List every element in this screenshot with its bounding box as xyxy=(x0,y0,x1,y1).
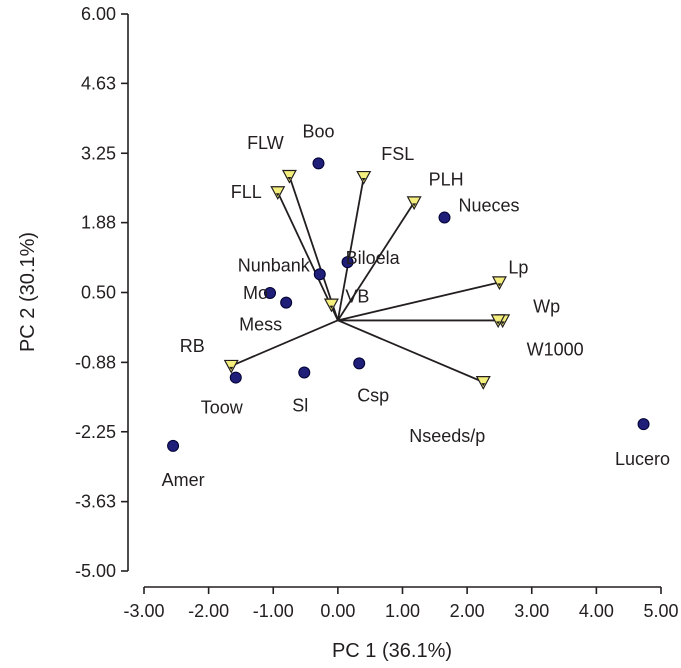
point-label: Boo xyxy=(302,121,334,141)
score-point xyxy=(167,439,180,452)
x-axis-ticks: -3.00 -2.00 -1.00 0.00 1.00 2.00 3.00 4.00 5.00 xyxy=(123,587,679,621)
loading-vector-marker xyxy=(491,276,507,291)
y-tick-label: 1.88 xyxy=(81,213,116,233)
point-label: Lucero xyxy=(615,449,670,469)
loading-vector-marker xyxy=(356,170,372,185)
loading-vector-line xyxy=(337,201,415,321)
y-axis-title: PC 2 (30.1%) xyxy=(17,232,39,352)
y-tick-label: -0.88 xyxy=(75,352,116,372)
point-label: FLL xyxy=(231,182,262,202)
x-tick-label: 5.00 xyxy=(643,601,678,621)
axes xyxy=(127,14,661,588)
x-tick-label: 4.00 xyxy=(579,601,614,621)
score-point xyxy=(264,287,277,300)
x-tick-label: 0.00 xyxy=(320,601,355,621)
point-label: Mo xyxy=(243,283,268,303)
loading-vector-arrowhead xyxy=(329,305,334,309)
score-point xyxy=(312,157,325,170)
loading-vector-arrowhead xyxy=(496,321,501,325)
score-point xyxy=(438,211,451,224)
loading-vector-arrowhead xyxy=(287,177,292,181)
x-tick-label: -2.00 xyxy=(188,601,229,621)
y-tick-label: 4.63 xyxy=(81,73,116,93)
y-tick-label: -3.63 xyxy=(75,492,116,512)
loading-vector-arrowhead xyxy=(412,203,417,207)
y-tick-label: 3.25 xyxy=(81,143,116,163)
y-tick-label: 6.00 xyxy=(81,4,116,24)
score-point xyxy=(637,418,650,431)
y-tick-label: -5.00 xyxy=(75,561,116,581)
point-label: Toow xyxy=(201,398,244,418)
point-label: Csp xyxy=(357,385,389,405)
loading-vector-line xyxy=(337,319,484,383)
loading-vector-marker xyxy=(406,196,422,211)
point-label: Amer xyxy=(162,470,205,490)
loading-vector-marker xyxy=(223,359,239,374)
point-label: Mess xyxy=(239,315,282,335)
loading-vector-marker xyxy=(270,186,286,200)
point-label: Nseeds/p xyxy=(409,426,485,446)
point-label: Sl xyxy=(292,396,308,416)
x-axis-title: PC 1 (36.1%) xyxy=(332,640,452,662)
y-tick-label: 0.50 xyxy=(81,283,116,303)
score-point xyxy=(353,357,366,370)
loading-vector-marker xyxy=(490,314,506,329)
point-label: Biloela xyxy=(346,248,401,268)
loading-vector-line xyxy=(336,176,365,321)
x-tick-label: 1.00 xyxy=(385,601,420,621)
x-tick-label: -1.00 xyxy=(253,601,294,621)
loading-vector-line xyxy=(288,175,339,321)
y-tick-label: -2.25 xyxy=(75,422,116,442)
point-label: RB xyxy=(180,336,205,356)
score-point xyxy=(341,256,354,269)
loading-vector-marker xyxy=(475,376,491,390)
point-label: W1000 xyxy=(527,339,584,359)
point-label: FSL xyxy=(381,144,414,164)
loading-vector-marker xyxy=(281,169,297,184)
loading-vector-arrowhead xyxy=(500,321,505,325)
score-points xyxy=(167,157,650,452)
loading-vector-marker xyxy=(323,298,339,313)
score-point xyxy=(280,296,293,309)
point-label: FLW xyxy=(247,133,284,153)
point-label: Lp xyxy=(508,257,528,277)
y-axis-ticks: 6.00 4.63 3.25 1.88 0.50 -0.88 -2.25 -3.63 -5.00 xyxy=(75,4,128,581)
loading-vector-arrowhead xyxy=(481,383,486,387)
loading-vector-arrowhead xyxy=(229,366,234,370)
x-tick-label: -3.00 xyxy=(123,601,164,621)
point-label: VB xyxy=(345,287,369,307)
score-point xyxy=(298,366,311,379)
point-label: Nueces xyxy=(459,196,520,216)
loading-vector-arrowhead xyxy=(497,283,502,287)
x-tick-label: 3.00 xyxy=(514,601,549,621)
score-point xyxy=(229,371,242,384)
score-point xyxy=(313,268,326,281)
loading-vector-arrowhead xyxy=(275,193,280,197)
point-label: PLH xyxy=(429,169,464,189)
loading-vector-arrowhead xyxy=(361,178,366,182)
loading-vector-line xyxy=(230,319,339,367)
loading-vector-line xyxy=(337,281,500,322)
x-tick-label: 2.00 xyxy=(450,601,485,621)
point-label: Wp xyxy=(533,296,560,316)
loading-vectors xyxy=(223,169,511,390)
point-label: Nunbank xyxy=(238,255,311,275)
